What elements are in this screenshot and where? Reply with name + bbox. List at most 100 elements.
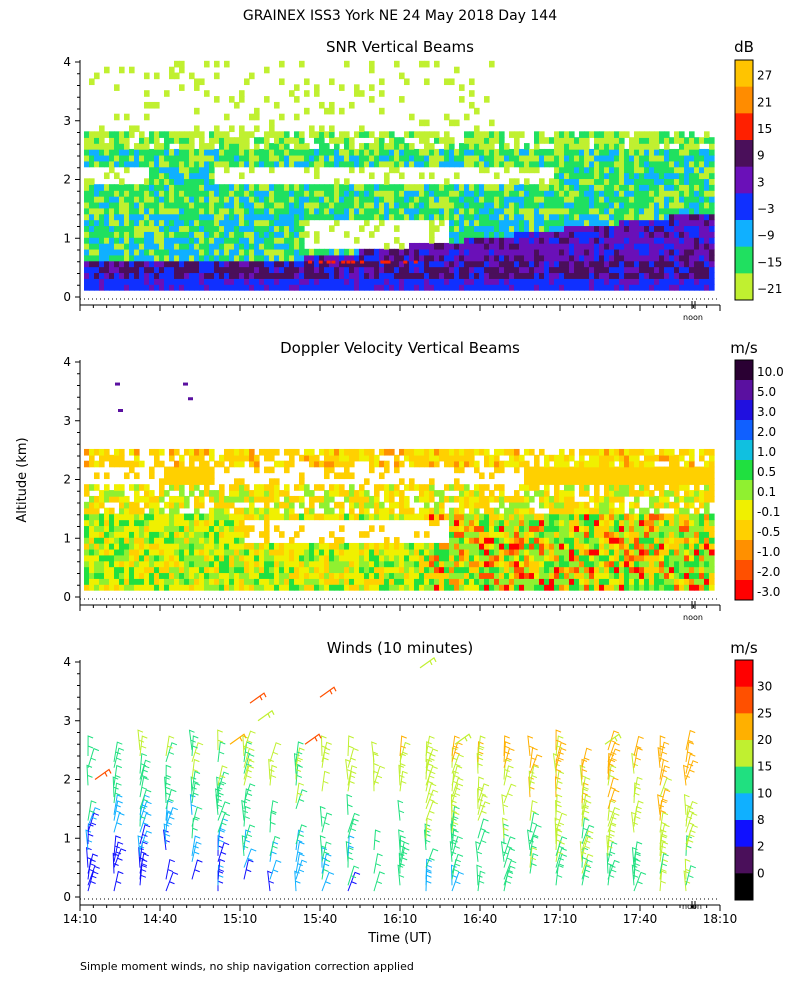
heatmap-cell — [184, 578, 190, 585]
heatmap-cell — [369, 584, 375, 591]
heatmap-cell — [294, 449, 300, 456]
heatmap-cell — [324, 543, 330, 550]
heatmap-cell — [134, 149, 140, 156]
heatmap-cell — [694, 272, 700, 279]
heatmap-cell — [134, 508, 140, 515]
heatmap-cell — [199, 467, 205, 474]
heatmap-cell — [519, 555, 525, 562]
heatmap-cell — [199, 543, 205, 550]
heatmap-cell — [184, 243, 190, 250]
heatmap-cell — [354, 496, 360, 503]
heatmap-cell — [704, 237, 710, 244]
heatmap-cell — [184, 249, 190, 256]
heatmap-cell — [494, 531, 500, 538]
heatmap-cell — [169, 149, 175, 156]
heatmap-cell — [134, 278, 140, 285]
heatmap-cell — [124, 214, 130, 221]
heatmap-cell — [364, 543, 370, 550]
heatmap-cell — [319, 272, 325, 279]
heatmap-cell — [519, 578, 525, 585]
heatmap-cell — [199, 561, 205, 568]
heatmap-cell — [154, 508, 160, 515]
heatmap-cell — [249, 278, 255, 285]
heatmap-cell — [189, 202, 195, 209]
heatmap-cell — [429, 231, 435, 238]
heatmap-cell — [419, 149, 425, 156]
heatmap-cell — [179, 514, 185, 521]
heatmap-cell — [544, 531, 550, 538]
heatmap-cell — [649, 143, 655, 150]
heatmap-cell — [344, 184, 350, 191]
heatmap-cell — [559, 561, 565, 568]
heatmap-cell — [359, 131, 365, 138]
heatmap-cell — [329, 543, 335, 550]
heatmap-cell — [584, 137, 590, 144]
heatmap-cell — [674, 167, 680, 174]
heatmap-cell — [299, 496, 305, 503]
heatmap-cell — [589, 155, 595, 162]
heatmap-cell — [234, 278, 240, 285]
heatmap-cell — [319, 208, 325, 215]
heatmap-cell — [579, 167, 585, 174]
heatmap-cell — [369, 67, 375, 74]
heatmap-cell — [119, 272, 125, 279]
heatmap-cell — [689, 202, 695, 209]
heatmap-cell — [414, 584, 420, 591]
heatmap-cell — [639, 143, 645, 150]
heatmap-cell — [489, 461, 495, 468]
heatmap-cell — [469, 219, 475, 226]
heatmap-cell — [159, 219, 165, 226]
heatmap-cell — [514, 255, 520, 262]
heatmap-cell — [114, 514, 120, 521]
heatmap-cell — [384, 555, 390, 562]
heatmap-cell — [114, 172, 120, 179]
heatmap-cell — [434, 196, 440, 203]
heatmap-cell — [114, 114, 120, 121]
heatmap-cell — [529, 249, 535, 256]
heatmap-cell — [204, 266, 210, 273]
heatmap-cell — [434, 578, 440, 585]
heatmap-cell — [659, 272, 665, 279]
heatmap-cell — [204, 472, 210, 479]
heatmap-cell — [99, 537, 105, 544]
heatmap-cell — [454, 231, 460, 238]
heatmap-cell — [139, 525, 145, 532]
heatmap-cell — [424, 514, 430, 521]
heatmap-cell — [374, 496, 380, 503]
heatmap-cell — [219, 143, 225, 150]
heatmap-cell — [314, 255, 320, 262]
heatmap-cell — [434, 272, 440, 279]
heatmap-cell — [544, 484, 550, 491]
heatmap-cell — [164, 261, 170, 268]
heatmap-cell — [184, 537, 190, 544]
heatmap-cell — [524, 478, 530, 485]
heatmap-cell — [464, 502, 470, 509]
heatmap-cell — [259, 155, 265, 162]
heatmap-cell — [189, 167, 195, 174]
heatmap-cell — [339, 196, 345, 203]
heatmap-cell — [359, 584, 365, 591]
heatmap-cell — [684, 143, 690, 150]
heatmap-cell — [89, 537, 95, 544]
heatmap-cell — [174, 449, 180, 456]
heatmap-cell — [269, 149, 275, 156]
heatmap-cell — [334, 461, 340, 468]
heatmap-cell — [504, 449, 510, 456]
heatmap-cell — [304, 555, 310, 562]
heatmap-cell — [604, 167, 610, 174]
heatmap-cell — [174, 231, 180, 238]
heatmap-cell — [484, 208, 490, 215]
heatmap-cell — [319, 549, 325, 556]
heatmap-cell — [109, 225, 115, 232]
heatmap-cell — [369, 525, 375, 532]
heatmap-cell — [484, 96, 490, 103]
heatmap-cell — [144, 537, 150, 544]
heatmap-cell — [469, 278, 475, 285]
heatmap-cell — [99, 161, 105, 168]
heatmap-cell — [204, 178, 210, 185]
heatmap-cell — [394, 266, 400, 273]
heatmap-cell — [179, 584, 185, 591]
heatmap-cell — [584, 143, 590, 150]
heatmap-cell — [244, 202, 250, 209]
